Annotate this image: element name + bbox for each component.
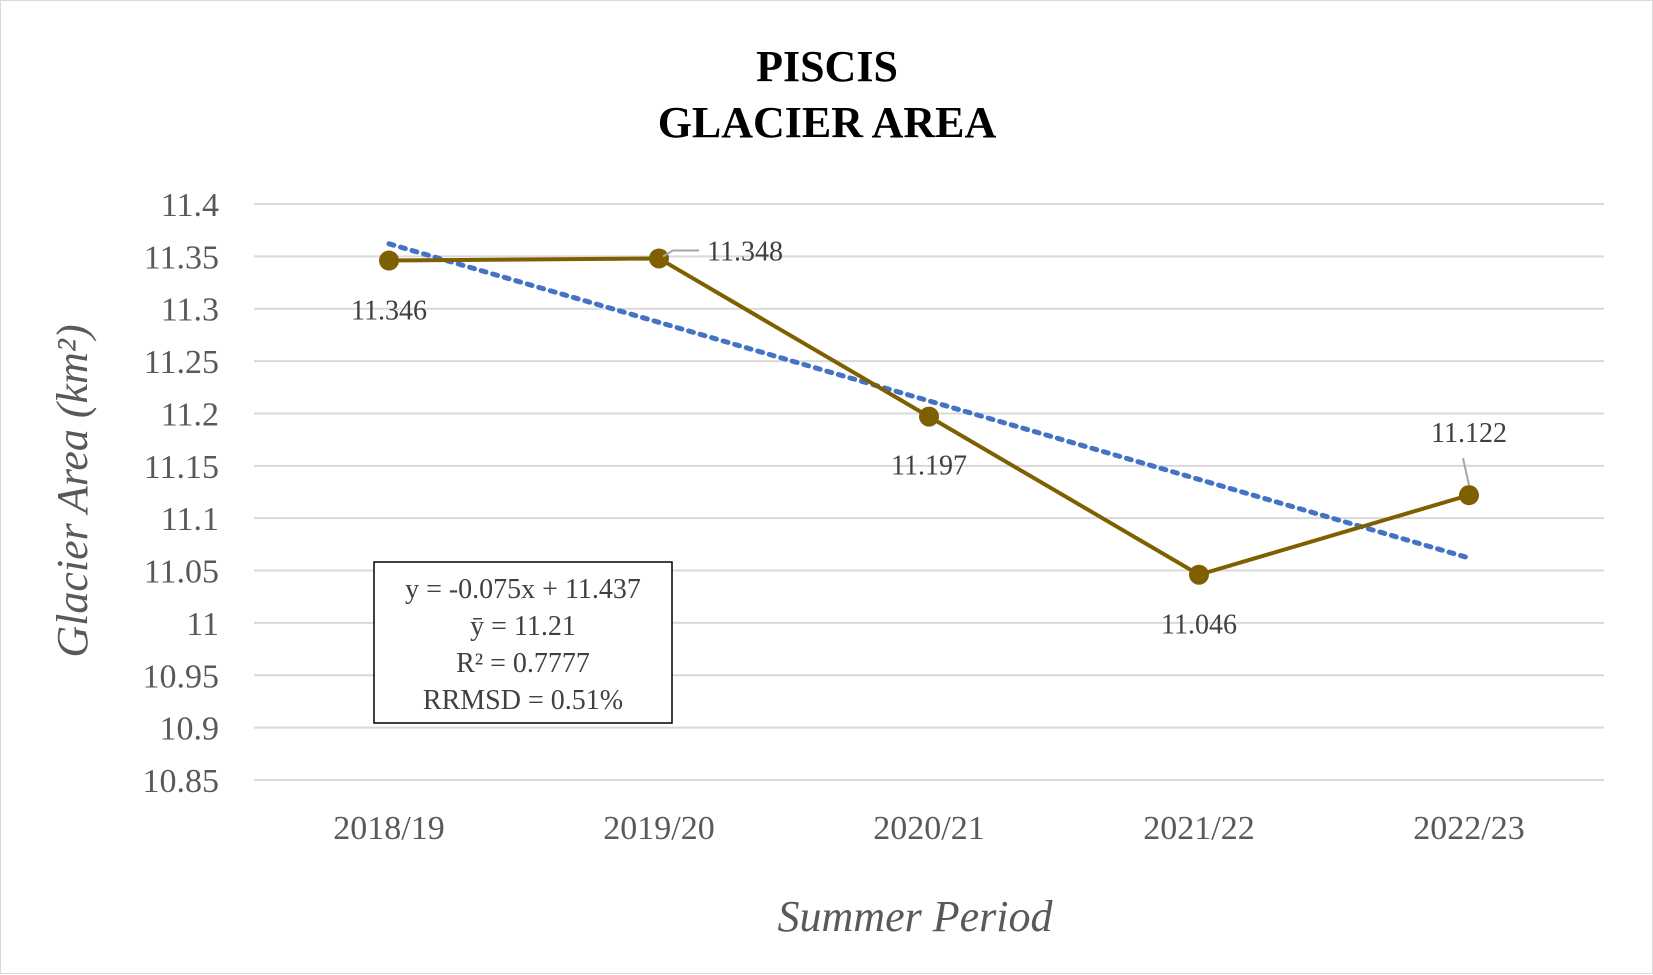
data-label: 11.197: [891, 451, 967, 482]
data-label-leader: [662, 249, 699, 258]
chart-title: PISCIS GLACIER AREA: [658, 42, 997, 147]
y-tick-label: 10.9: [160, 711, 220, 748]
equation-line: y = -0.075x + 11.437: [405, 574, 641, 605]
x-tick-label: 2019/20: [603, 810, 714, 847]
rrmsd-line: RRMSD = 0.51%: [423, 685, 623, 716]
data-label-leader: [1462, 457, 1470, 486]
y-tick-label: 11.3: [161, 292, 219, 329]
equation-box-border: [373, 561, 673, 724]
y-tick-label: 11.2: [161, 396, 219, 433]
data-point: [1459, 485, 1479, 506]
x-tick-label: 2020/21: [873, 810, 984, 847]
y-tick-label: 10.95: [143, 658, 220, 695]
x-tick-labels: 2018/19 2019/20 2020/21 2021/22 2022/23: [333, 810, 1524, 847]
y-tick-labels: 11.4 11.35 11.3 11.25 11.2 11.15 11.1 11.05 11 10…: [143, 187, 220, 800]
y-tick-label: 10.85: [143, 763, 220, 800]
data-point: [1189, 564, 1209, 585]
data-label: 11.122: [1431, 418, 1507, 449]
data-point: [919, 406, 939, 427]
trendline-path: [386, 241, 1472, 561]
y-tick-label: 11.25: [144, 344, 219, 381]
data-label: 11.046: [1161, 610, 1237, 641]
x-tick-label: 2021/22: [1143, 810, 1254, 847]
y-tick-label: 11.4: [161, 187, 219, 224]
chart-title-line-1: PISCIS: [756, 42, 898, 91]
r-squared-line: R² = 0.7777: [456, 648, 590, 679]
trendline-equation-box: y = -0.075x + 11.437 ȳ = 11.21 R² = 0.77…: [373, 561, 673, 724]
data-labels: 11.346 11.348 11.197 11.046 11.122: [351, 236, 1507, 640]
data-label: 11.348: [707, 236, 783, 267]
data-point: [649, 248, 669, 269]
data-series: [379, 248, 1479, 585]
mean-line: ȳ = 11.21: [470, 611, 576, 642]
x-tick-label: 2022/23: [1413, 810, 1524, 847]
x-tick-label: 2018/19: [333, 810, 444, 847]
y-tick-label: 11.05: [144, 554, 219, 591]
y-tick-label: 11.15: [144, 449, 219, 486]
x-axis-title: Summer Period: [778, 892, 1054, 941]
y-axis-title: Glacier Area (km²): [48, 324, 97, 657]
y-tick-label: 11.1: [161, 501, 219, 538]
trendline: [386, 241, 1472, 561]
data-point: [379, 250, 399, 271]
y-tick-label: 11.35: [144, 239, 219, 276]
y-tick-label: 11: [186, 606, 219, 643]
data-label: 11.346: [351, 296, 427, 327]
chart-title-line-2: GLACIER AREA: [658, 98, 997, 147]
